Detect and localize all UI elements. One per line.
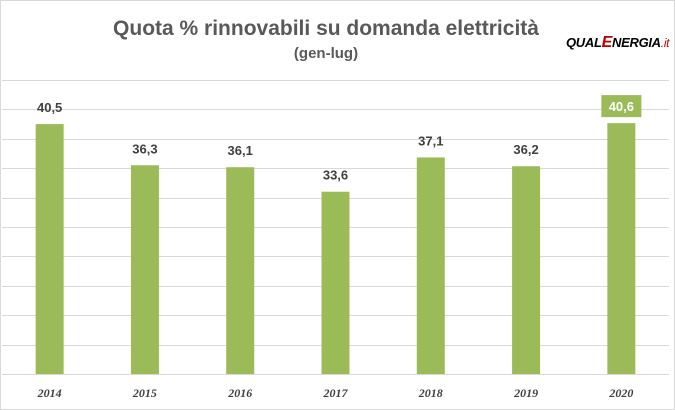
bar-2017: [321, 191, 350, 374]
logo-prefix: QUAL: [566, 35, 602, 50]
bar-2019: [512, 166, 541, 374]
data-label-2014: 40,5: [37, 100, 62, 115]
bar-2015: [130, 165, 159, 374]
qualenergia-logo: QUALENERGIA.it: [566, 34, 670, 52]
x-tick-label: 2015: [132, 386, 157, 400]
data-label-2020: 40,6: [609, 99, 634, 114]
bar-2016: [226, 167, 255, 374]
logo-domain: .it: [660, 36, 670, 50]
logo-accent-letter: E: [601, 34, 613, 51]
chart-subtitle: (gen-lug): [293, 45, 359, 62]
data-label-2015: 36,3: [132, 141, 157, 156]
bar-2018: [416, 157, 445, 374]
x-tick-label: 2019: [513, 386, 538, 400]
logo-suffix: NERGIA: [612, 35, 661, 50]
x-tick-label: 2020: [608, 386, 633, 400]
x-tick-label: 2017: [323, 386, 349, 400]
highlight-label-background: [601, 95, 642, 118]
chart-title: Quota % rinnovabili su domanda elettrici…: [113, 17, 539, 40]
x-tick-label: 2018: [418, 386, 443, 400]
data-label-2019: 36,2: [513, 142, 538, 157]
bar-2014: [35, 124, 64, 374]
data-label-2018: 37,1: [418, 133, 443, 148]
data-label-2016: 36,1: [228, 143, 253, 158]
bar-2020: [607, 123, 636, 375]
data-label-2017: 33,6: [323, 168, 348, 183]
x-tick-label: 2016: [227, 386, 252, 400]
x-tick-label: 2014: [37, 386, 62, 400]
